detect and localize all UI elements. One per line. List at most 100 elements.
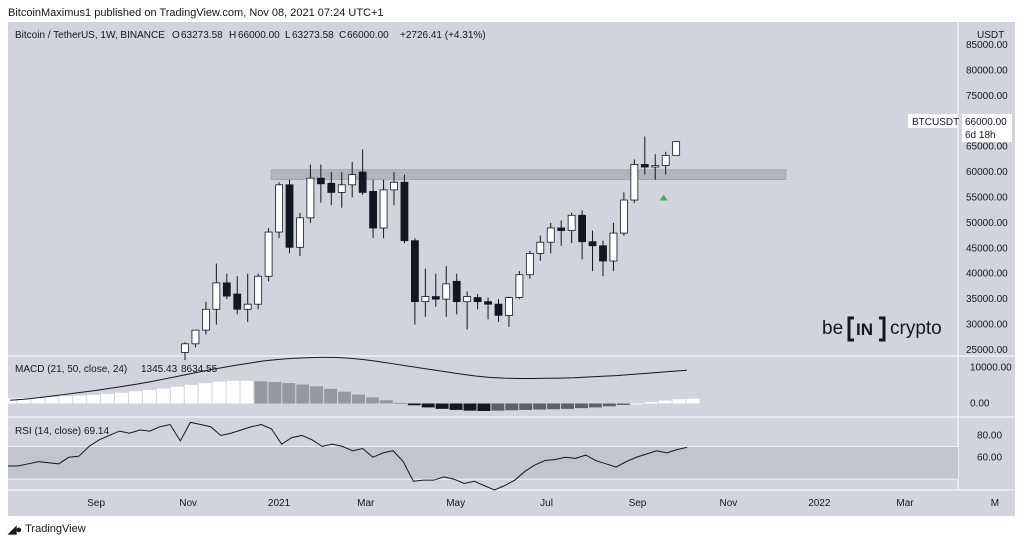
macd-hist-bar xyxy=(142,389,156,404)
candle-body xyxy=(505,297,513,316)
candle-body xyxy=(327,182,336,193)
macd-hist-bar xyxy=(87,394,101,404)
candle-body xyxy=(525,252,534,276)
macd-hist-bar xyxy=(379,400,393,404)
grid-lines xyxy=(8,22,1015,491)
candle-body xyxy=(348,174,357,186)
candle-body xyxy=(379,189,388,229)
candle xyxy=(390,172,398,206)
candle xyxy=(358,149,367,195)
macd-hist-bar xyxy=(296,384,310,404)
candle-body xyxy=(484,301,492,305)
candle xyxy=(421,268,430,317)
macd-hist-bar xyxy=(365,397,379,404)
candle xyxy=(620,192,628,236)
candle-body xyxy=(640,164,649,168)
candle-body xyxy=(233,293,242,310)
candle xyxy=(327,172,336,206)
macd-hist-bar xyxy=(352,394,365,404)
candle-body xyxy=(285,184,294,248)
candle-body xyxy=(264,231,273,277)
candle-body xyxy=(275,184,283,233)
candle-body xyxy=(337,184,346,193)
x-tick-label: Nov xyxy=(179,498,197,509)
macd-hist-bar xyxy=(324,388,338,404)
candle xyxy=(588,230,597,272)
macd-hist-bar xyxy=(226,380,240,404)
candle-body xyxy=(588,241,597,247)
candle-body xyxy=(254,275,263,305)
ohlc-low-value: 63273.58 xyxy=(292,30,334,41)
candle xyxy=(275,182,283,239)
macd-y-tick-label: 10000.00 xyxy=(970,363,1012,374)
footer-brand: TradingView xyxy=(25,523,86,535)
beincrypto-watermark: be IN crypto xyxy=(822,316,942,342)
candle-body xyxy=(672,141,681,156)
candle-body xyxy=(201,308,210,331)
y-tick-label: 85000.00 xyxy=(966,40,1008,51)
candle xyxy=(379,179,388,239)
candle xyxy=(651,154,660,180)
macd-hist-bar xyxy=(505,403,519,411)
macd-hist-bar xyxy=(672,399,686,404)
candle xyxy=(285,179,294,254)
resistance-zone xyxy=(270,169,787,180)
candle xyxy=(473,294,482,310)
x-tick-label: Nov xyxy=(720,498,738,509)
candle-body xyxy=(494,303,503,316)
candle-body xyxy=(369,191,378,229)
candle xyxy=(494,299,503,322)
candle xyxy=(484,297,492,320)
candle-body xyxy=(410,240,419,303)
x-tick-label: Sep xyxy=(87,498,105,509)
macd-hist-bar xyxy=(561,403,575,409)
candle-body xyxy=(400,181,409,242)
y-tick-label: 45000.00 xyxy=(966,243,1008,254)
candle-body xyxy=(191,329,200,345)
macd-hist-bar xyxy=(310,386,324,404)
candle xyxy=(191,329,200,348)
price-label-countdown: 6d 18h xyxy=(965,130,996,141)
ohlc-high-label: H xyxy=(229,30,236,41)
watermark-in: IN xyxy=(856,320,873,339)
candle-body xyxy=(620,199,628,234)
macd-hist-bar xyxy=(17,398,31,404)
macd-hist-bar xyxy=(616,403,630,405)
rsi-band xyxy=(8,446,958,480)
rsi-y-tick-label: 80.00 xyxy=(977,430,1002,441)
x-tick-label: Mar xyxy=(896,498,914,509)
candle xyxy=(306,164,315,223)
resistance-zone-rect xyxy=(270,169,787,180)
macd-hist-bar xyxy=(602,403,616,407)
macd-hist-bar xyxy=(630,403,644,405)
ohlc-open-label: O xyxy=(172,30,180,41)
arrow-marker xyxy=(659,194,668,201)
candle-body xyxy=(557,227,566,231)
macd-hist-bar xyxy=(268,382,282,404)
macd-hist-bar xyxy=(240,380,254,404)
y-tick-label: 60000.00 xyxy=(966,167,1008,178)
macd-hist-bar xyxy=(421,403,435,408)
candle xyxy=(369,179,378,239)
candle-body xyxy=(358,171,367,193)
candle-body xyxy=(316,177,325,185)
x-tick-label: M xyxy=(991,498,999,509)
watermark-bracket-right xyxy=(879,316,886,342)
x-tick-label: 2021 xyxy=(268,498,291,509)
y-tick-label: 35000.00 xyxy=(966,294,1008,305)
macd-value-1: 1345.43 xyxy=(141,364,178,375)
y-tick-label: 80000.00 xyxy=(966,65,1008,76)
x-tick-label: May xyxy=(446,498,465,509)
macd-hist-bar xyxy=(686,398,700,404)
candle xyxy=(233,276,242,315)
candle xyxy=(348,161,357,198)
macd-hist-bar xyxy=(477,403,491,411)
candle xyxy=(212,263,221,325)
macd-y-tick-label: 0.00 xyxy=(970,398,990,409)
candle xyxy=(337,172,346,208)
y-tick-label: 50000.00 xyxy=(966,218,1008,229)
candles xyxy=(181,136,681,361)
ohlc-low-label: L xyxy=(285,30,291,41)
candle-body xyxy=(452,280,461,303)
